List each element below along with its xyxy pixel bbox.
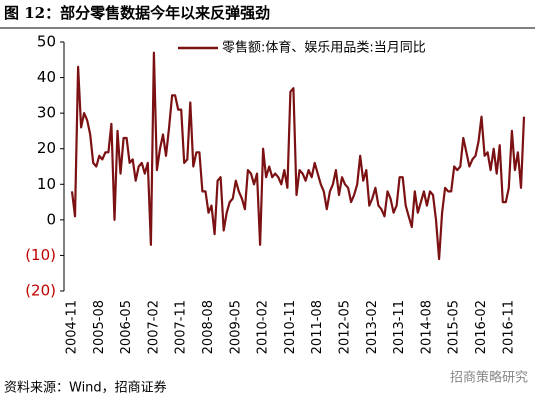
y-tick-label: 10 xyxy=(37,175,56,193)
x-tick-label: 2016-02 xyxy=(474,300,489,354)
x-tick-label: 2007-02 xyxy=(146,300,161,354)
x-tick-label: 2010-02 xyxy=(256,300,271,354)
x-tick-label: 2008-08 xyxy=(201,300,216,354)
x-tick-label: 2011-08 xyxy=(310,300,325,354)
x-tick-label: 2015-05 xyxy=(447,300,462,354)
watermark: 招商策略研究 xyxy=(450,370,528,386)
legend-label: 零售额:体育、娱乐用品类:当月同比 xyxy=(222,40,426,56)
y-tick-label: 30 xyxy=(37,104,56,122)
y-tick-label: 0 xyxy=(46,210,56,228)
x-tick-label: 2004-11 xyxy=(65,300,80,354)
x-tick-label: 2013-02 xyxy=(365,300,380,354)
line xyxy=(70,51,526,261)
y-tick-label: 40 xyxy=(37,68,56,86)
x-tick-label: 2009-05 xyxy=(228,300,243,354)
x-tick-label: 2007-11 xyxy=(174,300,189,354)
source: 资料来源：Wind，招商证券 xyxy=(4,380,167,396)
x-tick-label: 2013-11 xyxy=(392,300,407,354)
x-tick-label: 2014-08 xyxy=(419,300,434,354)
x-tick-label: 2006-05 xyxy=(119,300,134,354)
y-tick-label: 50 xyxy=(37,33,56,51)
x-tick-label: 2012-05 xyxy=(338,300,353,354)
x-tick-label: 2005-08 xyxy=(92,300,107,354)
x-tick-label: 2010-11 xyxy=(283,300,298,354)
x-tick-label: 2016-11 xyxy=(501,300,516,354)
chart-title: 图 12：部分零售数据今年以来反弹强劲 xyxy=(4,4,270,22)
y-tick-label: (20) xyxy=(25,282,56,300)
y-tick-label: (10) xyxy=(25,246,56,264)
y-tick-label: 20 xyxy=(37,139,56,157)
